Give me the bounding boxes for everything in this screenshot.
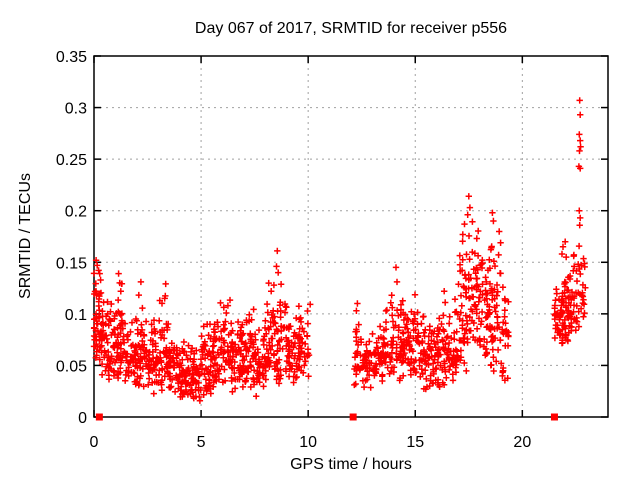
y-tick-label: 0.25: [56, 152, 87, 169]
y-axis-label: SRMTID / TECUs: [17, 173, 34, 299]
plot-generated-layer: 0 5 10 15 20 0 0.05 0.1 0.15 0.2 0.25 0.3 0.35: [56, 49, 609, 451]
scatter-points: [90, 97, 589, 404]
zero-square-marker: [550, 413, 558, 421]
zero-square-marker: [349, 413, 357, 421]
chart-title: Day 067 of 2017, SRMTID for receiver p55…: [195, 20, 507, 37]
y-tick-label: 0.3: [65, 101, 87, 118]
y-tick-label: 0.2: [65, 204, 87, 221]
x-tick-label: 0: [90, 434, 99, 451]
y-tick-label: 0.35: [56, 49, 87, 66]
x-tick-label: 15: [406, 434, 424, 451]
y-tick-label: 0.05: [56, 358, 87, 375]
zero-square-marker: [95, 413, 103, 421]
x-tick-label: 5: [197, 434, 206, 451]
x-tick-label: 20: [513, 434, 531, 451]
x-tick-label: 10: [299, 434, 317, 451]
x-axis-label: GPS time / hours: [290, 456, 412, 473]
y-tick-label: 0.15: [56, 255, 87, 272]
y-tick-label: 0.1: [65, 307, 87, 324]
y-tick-label: 0: [78, 410, 87, 427]
